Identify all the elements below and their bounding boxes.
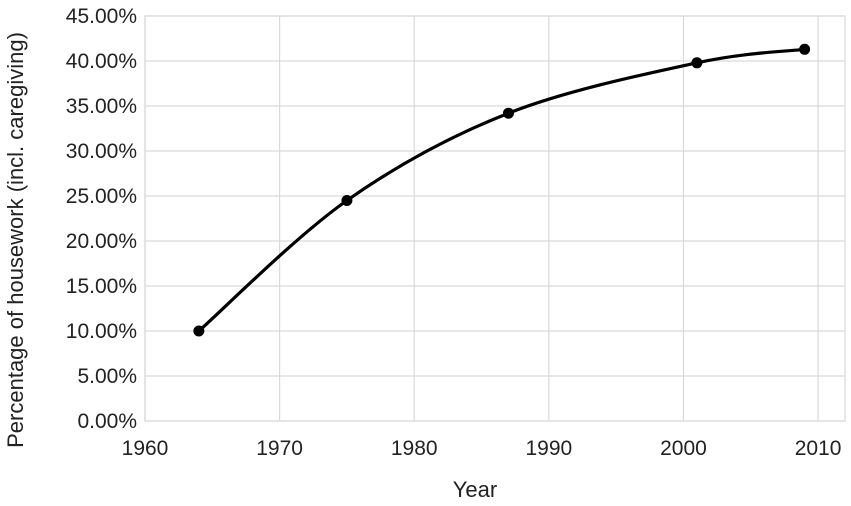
data-point-marker (502, 107, 514, 119)
data-point-marker (691, 57, 703, 69)
data-point-marker (341, 195, 353, 206)
data-point-marker (193, 325, 205, 337)
x-tick-label: 1970 (256, 437, 303, 460)
x-tick-label: 2010 (795, 437, 842, 460)
y-tick-label: 25.00% (66, 185, 137, 208)
y-tick-label: 15.00% (66, 275, 137, 298)
grid-lines (144, 15, 846, 422)
y-tick-label: 0.00% (77, 410, 137, 433)
x-tick-label: 1990 (525, 437, 572, 460)
x-axis-title: Year (453, 477, 497, 502)
y-tick-label: 35.00% (66, 95, 137, 118)
plot-area-border (144, 15, 846, 422)
y-tick-labels: 0.00% 5.00% 10.00% 15.00% 20.00% 25.00% 30.00%… (66, 5, 137, 433)
x-tick-label: 1960 (122, 437, 169, 460)
y-tick-label: 30.00% (66, 140, 137, 163)
y-tick-label: 10.00% (66, 320, 137, 343)
data-point-marker (799, 43, 811, 55)
x-tick-labels: 1960 1970 1980 1990 2000 2010 (122, 437, 842, 460)
x-tick-label: 1980 (391, 437, 438, 460)
y-tick-label: 20.00% (66, 230, 137, 253)
series-group (193, 43, 811, 337)
series-line (197, 47, 805, 333)
y-tick-label: 45.00% (66, 5, 137, 28)
x-tick-label: 2000 (660, 437, 707, 460)
y-axis-title: Percentage of housework (incl. caregivin… (3, 32, 28, 448)
y-tick-label: 5.00% (77, 365, 137, 388)
y-tick-label: 40.00% (66, 50, 137, 73)
